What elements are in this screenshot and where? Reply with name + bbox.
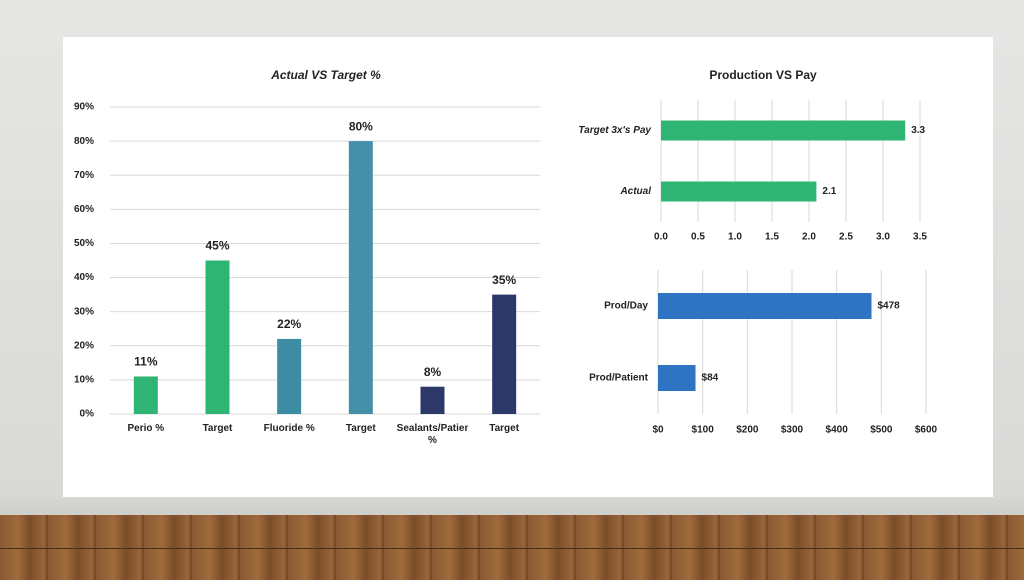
bar xyxy=(205,260,230,414)
y-tick-label: 20% xyxy=(74,340,94,351)
y-tick-label: 70% xyxy=(74,170,94,181)
x-tick-label-box: Target xyxy=(489,423,520,434)
bar xyxy=(277,338,302,414)
y-tick-label: 30% xyxy=(74,306,94,317)
x-tick-label: 1.0 xyxy=(728,232,742,243)
x-tick-label: 2.5 xyxy=(839,232,853,243)
floor-edge xyxy=(0,548,1024,549)
x-tick-label: Perio % xyxy=(127,423,165,434)
x-tick-label-box: Fluoride % xyxy=(263,423,315,434)
x-tick-label: $0 xyxy=(652,425,664,436)
bar xyxy=(658,293,872,319)
value-label: 2.1 xyxy=(822,186,836,197)
x-tick-label-box: Target xyxy=(345,423,376,434)
x-tick-label: Target xyxy=(202,423,233,434)
x-tick-label: Target xyxy=(489,423,520,434)
y-tick-label: 40% xyxy=(74,272,94,283)
chart-title: Actual VS Target % xyxy=(270,68,381,82)
bar xyxy=(661,120,906,141)
chart-title: Production VS Pay xyxy=(709,68,817,82)
x-tick-label: $100 xyxy=(692,425,715,436)
y-tick-label: 50% xyxy=(74,238,94,249)
x-tick-label-box: Sealants/Patient % xyxy=(396,423,469,446)
bar xyxy=(133,376,158,414)
value-label: 8% xyxy=(424,365,442,379)
x-tick-label: 2.0 xyxy=(802,232,816,243)
floor xyxy=(0,515,1024,580)
x-tick-label-box: Perio % xyxy=(127,423,165,434)
x-tick-label: $500 xyxy=(870,425,893,436)
x-tick-label: $400 xyxy=(826,425,849,436)
y-tick-label: 10% xyxy=(74,375,94,386)
y-tick-label: Actual xyxy=(619,186,651,197)
y-tick-label: 0% xyxy=(80,409,95,420)
x-tick-label: Target xyxy=(345,423,376,434)
x-tick-label: Sealants/Patient % xyxy=(396,423,469,446)
x-tick-label: 1.5 xyxy=(765,232,779,243)
value-label: 80% xyxy=(349,119,373,133)
x-tick-label: 0.0 xyxy=(654,232,668,243)
y-tick-label: 80% xyxy=(74,136,94,147)
x-tick-label: $600 xyxy=(915,425,938,436)
bar xyxy=(348,141,373,414)
x-tick-label: $200 xyxy=(736,425,759,436)
x-tick-label: 3.5 xyxy=(913,232,927,243)
bar xyxy=(492,294,517,414)
value-label: 45% xyxy=(205,239,229,253)
y-tick-label: Prod/Day xyxy=(604,301,648,312)
value-label: 3.3 xyxy=(911,125,925,136)
value-label: $84 xyxy=(702,373,719,384)
bar xyxy=(658,365,696,391)
value-label: 22% xyxy=(277,317,301,331)
x-tick-label: 3.0 xyxy=(876,232,890,243)
x-tick-label: $300 xyxy=(781,425,804,436)
value-label: 35% xyxy=(492,273,516,287)
x-tick-label: Fluoride % xyxy=(263,423,315,434)
x-tick-label: 0.5 xyxy=(691,232,705,243)
value-label: $478 xyxy=(878,301,901,312)
y-tick-label: 60% xyxy=(74,204,94,215)
bar xyxy=(420,386,445,414)
x-tick-label-box: Target xyxy=(202,423,233,434)
y-tick-label: 90% xyxy=(74,102,94,113)
y-tick-label: Prod/Patient xyxy=(589,373,649,384)
y-tick-label: Target 3x's Pay xyxy=(578,125,651,136)
value-label: 11% xyxy=(134,355,158,369)
bar xyxy=(661,181,817,202)
